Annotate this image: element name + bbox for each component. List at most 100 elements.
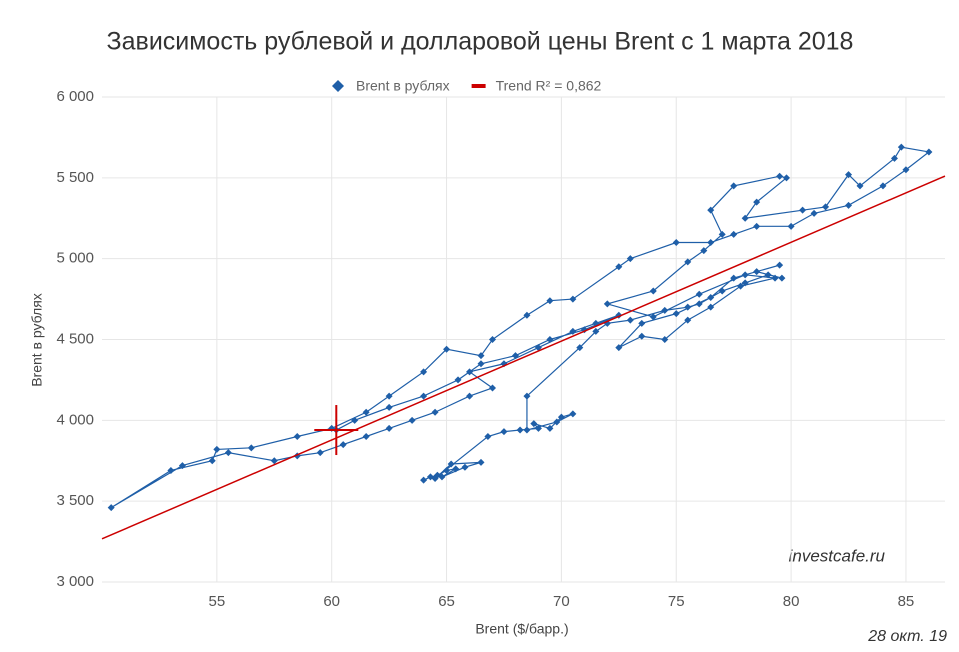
point: [707, 206, 715, 214]
point: [695, 290, 703, 298]
x-tick-label: 60: [323, 593, 340, 610]
point: [700, 247, 708, 255]
point: [443, 466, 451, 474]
point: [897, 143, 905, 151]
point: [523, 392, 531, 400]
point: [902, 166, 910, 174]
point: [500, 428, 508, 436]
point: [420, 392, 428, 400]
point: [730, 182, 738, 190]
x-tick-label: 70: [553, 593, 570, 610]
point: [810, 209, 818, 217]
point: [856, 182, 864, 190]
point: [534, 344, 542, 352]
point: [778, 274, 786, 282]
point: [615, 263, 623, 271]
point: [672, 310, 680, 318]
point: [213, 445, 221, 453]
point: [546, 424, 554, 432]
point: [247, 444, 255, 452]
point: [649, 287, 657, 295]
legend-label: Trend R² = 0,862: [496, 78, 602, 94]
point: [569, 410, 577, 418]
point: [466, 392, 474, 400]
point: [452, 465, 460, 473]
point: [477, 352, 485, 360]
point: [822, 203, 830, 211]
point: [385, 424, 393, 432]
point: [603, 300, 611, 308]
point: [534, 424, 542, 432]
point: [293, 433, 301, 440]
point: [741, 271, 749, 279]
point: [730, 230, 738, 238]
point: [718, 287, 726, 295]
x-tick-label: 55: [209, 593, 226, 610]
point: [737, 282, 745, 290]
point: [466, 368, 474, 376]
point: [776, 172, 784, 180]
y-tick-label: 3 000: [56, 573, 94, 590]
point: [385, 392, 393, 400]
point: [626, 316, 634, 324]
point: [638, 332, 646, 340]
point: [488, 384, 496, 392]
point: [362, 408, 370, 416]
point: [107, 504, 115, 512]
point: [771, 274, 779, 282]
point: [447, 460, 455, 468]
point: [208, 457, 216, 465]
point: [925, 148, 933, 156]
point: [316, 449, 324, 457]
point: [431, 475, 439, 483]
series-line: [110, 146, 931, 509]
point: [224, 449, 232, 457]
point: [546, 297, 554, 305]
point: [438, 473, 446, 481]
y-tick-label: 5 000: [56, 250, 94, 267]
point: [431, 408, 439, 416]
point: [484, 433, 492, 440]
point: [530, 420, 538, 428]
y-tick-label: 3 500: [56, 492, 94, 509]
legend-marker: [471, 84, 486, 88]
legend-marker: [332, 80, 344, 92]
point: [707, 239, 715, 246]
point: [764, 271, 772, 279]
point: [783, 174, 791, 182]
point: [799, 206, 807, 214]
point: [408, 416, 416, 424]
point: [576, 344, 584, 352]
point: [178, 462, 186, 470]
point: [270, 457, 278, 465]
point: [488, 336, 496, 343]
point: [351, 416, 359, 424]
point: [553, 418, 561, 426]
point: [649, 313, 657, 321]
chart-title: Зависимость рублевой и долларовой цены B…: [107, 28, 854, 56]
point: [477, 458, 485, 466]
point: [684, 258, 692, 266]
point: [420, 368, 428, 376]
point: [362, 433, 370, 440]
point: [684, 303, 692, 311]
point: [339, 441, 347, 449]
watermark: investcafe.ru: [789, 546, 886, 565]
point: [626, 255, 634, 263]
y-tick-label: 5 500: [56, 169, 94, 186]
point: [523, 311, 531, 319]
x-tick-label: 65: [438, 593, 455, 610]
point: [695, 300, 703, 308]
point: [741, 279, 749, 287]
x-tick-label: 80: [783, 593, 800, 610]
point: [718, 230, 726, 238]
x-tick-label: 75: [668, 593, 685, 610]
point: [615, 344, 623, 352]
point: [753, 198, 761, 206]
y-tick-label: 4 000: [56, 411, 94, 428]
point: [557, 413, 565, 421]
point: [511, 352, 519, 360]
point: [776, 261, 784, 269]
point: [461, 463, 469, 471]
